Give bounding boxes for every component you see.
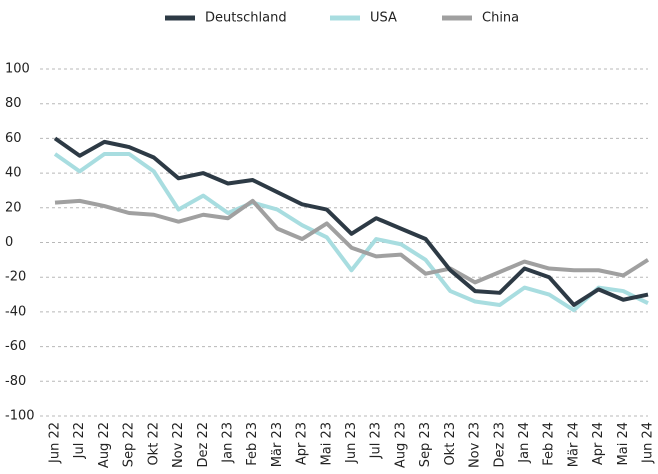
x-tick-label: Jun 22 xyxy=(48,422,63,464)
y-tick-label: 100 xyxy=(5,62,30,77)
y-tick-label: 20 xyxy=(5,200,22,215)
x-tick-label: Mär 23 xyxy=(270,422,285,467)
y-tick-label: 0 xyxy=(5,235,13,250)
legend-label: Deutschland xyxy=(205,11,287,26)
x-tick-label: Okt 22 xyxy=(146,422,161,466)
y-tick-label: -60 xyxy=(5,339,26,354)
x-tick-label: Mai 23 xyxy=(319,422,334,465)
x-tick-label: Jan 24 xyxy=(517,422,532,464)
x-tick-label: Apr 23 xyxy=(295,422,310,465)
line-series xyxy=(54,198,650,285)
x-tick-label: Feb 23 xyxy=(245,422,260,466)
x-tick-label: Feb 24 xyxy=(542,422,557,466)
x-tick-label: Nov 23 xyxy=(468,422,483,468)
x-tick-label: Jun 24 xyxy=(641,422,656,464)
x-tick-label: Mär 24 xyxy=(566,422,581,467)
y-tick-label: 80 xyxy=(5,96,22,111)
y-tick-label: 60 xyxy=(5,131,22,146)
y-tick-label: -20 xyxy=(5,270,26,285)
legend-label: China xyxy=(482,11,519,26)
y-tick-label: -100 xyxy=(5,409,35,424)
x-tick-label: Jan 23 xyxy=(220,422,235,464)
y-tick-label: -80 xyxy=(5,374,26,389)
x-tick-label: Apr 24 xyxy=(591,422,606,465)
x-tick-label: Aug 22 xyxy=(97,422,112,468)
x-tick-label: Jul 22 xyxy=(72,422,87,459)
x-tick-label: Dez 23 xyxy=(492,422,507,468)
legend-label: USA xyxy=(370,11,397,26)
x-tick-label: Sep 22 xyxy=(122,422,137,467)
x-tick-label: Jun 23 xyxy=(344,422,359,464)
x-tick-label: Sep 23 xyxy=(418,422,433,467)
x-tick-label: Nov 22 xyxy=(171,422,186,468)
x-tick-label: Aug 23 xyxy=(393,422,408,468)
x-tick-label: Okt 23 xyxy=(443,422,458,466)
y-tick-label: 40 xyxy=(5,166,22,181)
line-series xyxy=(53,152,649,313)
x-tick-label: Dez 22 xyxy=(196,422,211,468)
line-series xyxy=(53,136,649,307)
y-tick-label: -40 xyxy=(5,304,26,319)
x-tick-label: Mai 24 xyxy=(616,422,631,465)
x-tick-label: Jul 23 xyxy=(369,422,384,459)
